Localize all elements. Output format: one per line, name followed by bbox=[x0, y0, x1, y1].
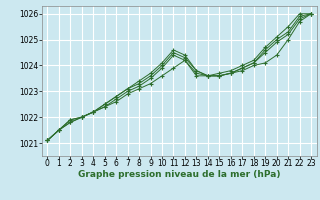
X-axis label: Graphe pression niveau de la mer (hPa): Graphe pression niveau de la mer (hPa) bbox=[78, 170, 280, 179]
